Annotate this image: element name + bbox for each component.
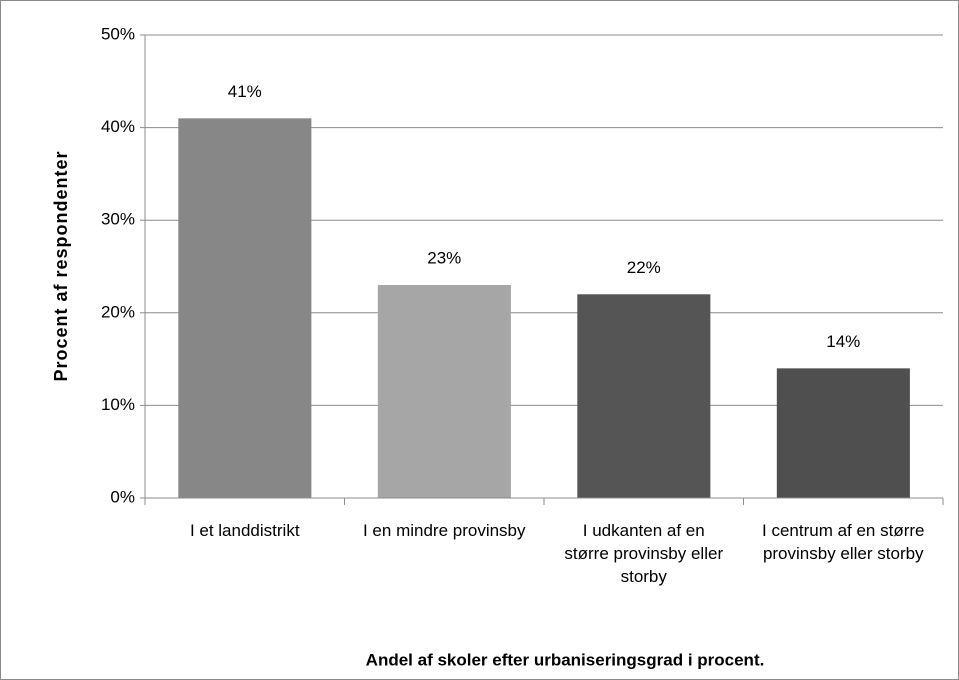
x-tick-label: I en mindre provinsby (362, 521, 526, 540)
x-tick-label: I centrum af en større provinsby eller s… (762, 521, 925, 563)
y-tick-label: 50% (101, 24, 135, 43)
y-tick-label: 40% (101, 117, 135, 136)
x-tick-label: I et landdistrikt (189, 521, 300, 540)
y-tick-label: 0% (110, 487, 135, 506)
bar (577, 294, 711, 498)
value-label: 22% (627, 258, 661, 277)
y-tick-label: 10% (101, 395, 135, 414)
value-label: 14% (826, 332, 860, 351)
y-axis-label: Procent af respondenter (51, 150, 71, 381)
bar (377, 285, 511, 498)
chart-title: Andel af skoler efter urbaniseringsgrad … (366, 650, 765, 669)
y-tick-label: 20% (101, 302, 135, 321)
bar (776, 368, 910, 498)
y-tick-label: 30% (101, 210, 135, 229)
bar (178, 118, 312, 498)
value-label: 41% (228, 82, 262, 101)
value-label: 23% (427, 249, 461, 268)
x-tick-label: I udkanten af en større provinsby eller … (564, 521, 724, 586)
